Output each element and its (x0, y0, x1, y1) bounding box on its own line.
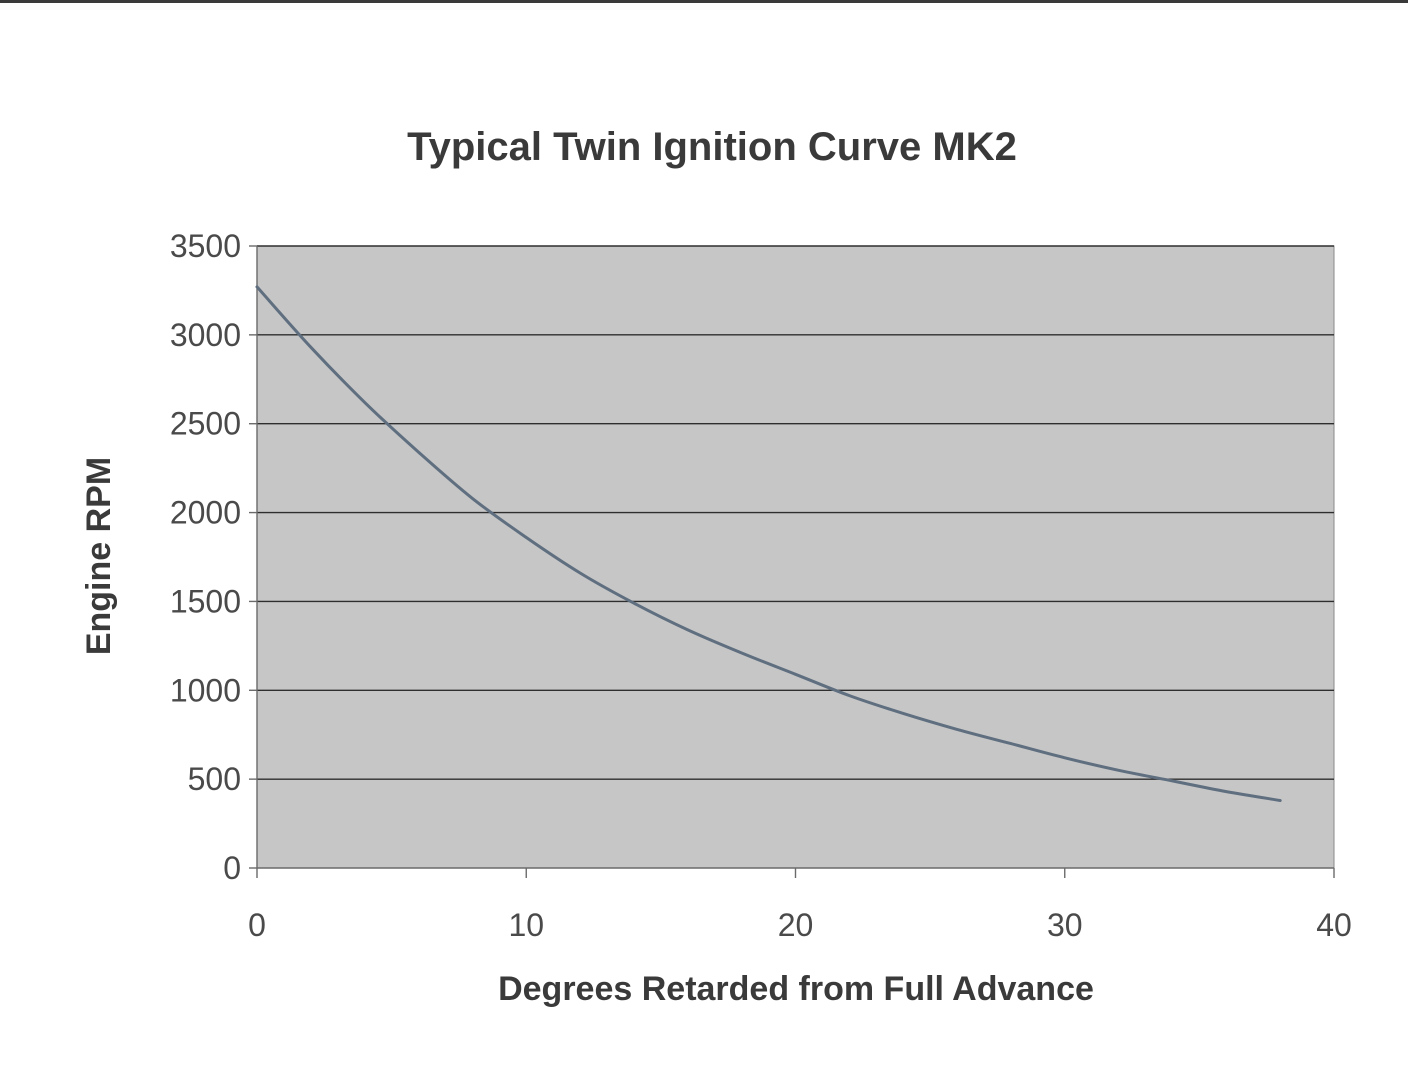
y-tick-label-2500: 2500 (170, 406, 241, 442)
y-axis-title: Engine RPM (80, 457, 118, 655)
y-axis-ticks: 0 500 1000 1500 2000 2500 3000 3500 (170, 228, 257, 886)
y-tick-label-0: 0 (223, 850, 241, 886)
plot-area (256, 245, 1335, 869)
x-axis-ticks: 0 10 20 30 40 (248, 868, 1352, 943)
y-tick-label-2000: 2000 (170, 495, 241, 531)
y-tick-label-3000: 3000 (170, 317, 241, 353)
y-tick-label-3500: 3500 (170, 228, 241, 264)
y-tick-label-500: 500 (188, 761, 241, 797)
y-tick-label-1500: 1500 (170, 583, 241, 619)
x-tick-label-20: 20 (778, 907, 814, 943)
x-tick-label-30: 30 (1047, 907, 1083, 943)
x-tick-label-0: 0 (248, 907, 266, 943)
series-line-engine-rpm (255, 285, 1282, 802)
scan-border (0, 0, 1408, 3)
y-tick-label-1000: 1000 (170, 672, 241, 708)
x-tick-label-40: 40 (1316, 907, 1352, 943)
x-axis-title: Degrees Retarded from Full Advance (498, 970, 1094, 1008)
gridlines (257, 245, 1334, 780)
x-tick-label-10: 10 (508, 907, 544, 943)
chart-title: Typical Twin Ignition Curve MK2 (407, 125, 1017, 169)
